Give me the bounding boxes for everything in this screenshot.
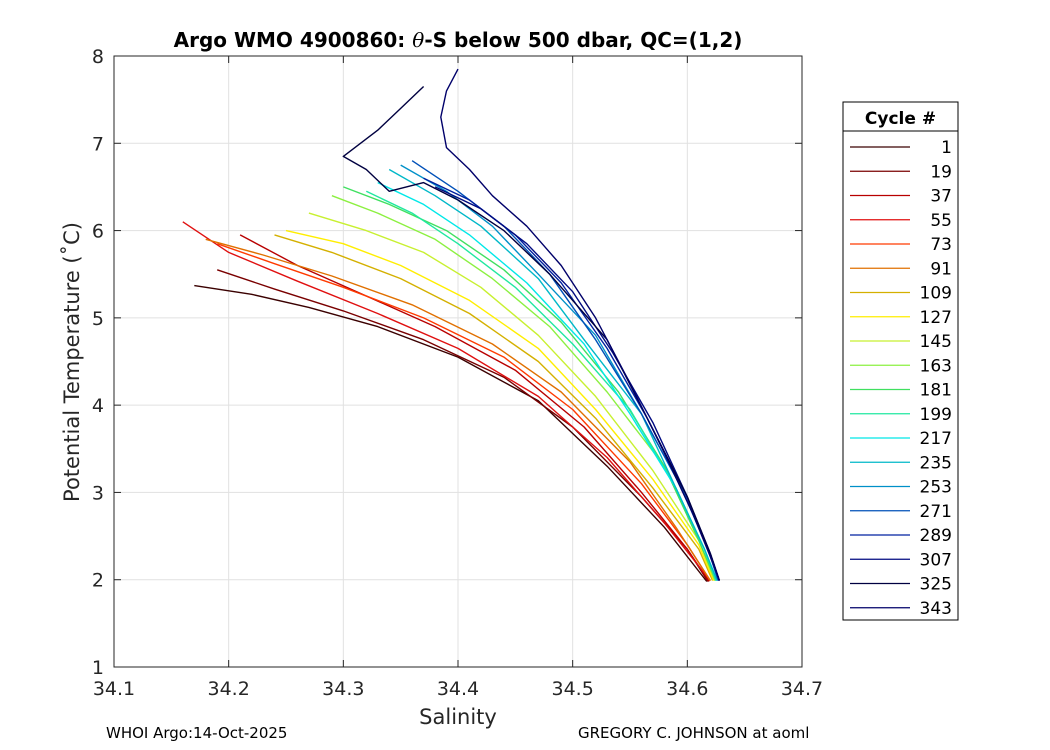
chart-title-prefix: Argo WMO 4900860: xyxy=(174,28,413,52)
legend-entry-label: 163 xyxy=(920,356,952,376)
legend-entry-label: 1 xyxy=(941,138,952,158)
footer-author: GREGORY C. JOHNSON at aoml xyxy=(578,724,810,742)
x-tick-label: 34.3 xyxy=(322,678,364,700)
legend-title: Cycle # xyxy=(865,109,936,129)
series-line-cycle-55 xyxy=(182,221,711,582)
legend-entry-label: 73 xyxy=(930,235,952,255)
x-tick-label: 34.5 xyxy=(552,678,594,700)
chart-title: Argo WMO 4900860: θ-S below 500 dbar, QC… xyxy=(174,28,743,52)
legend-entry-label: 289 xyxy=(920,526,952,546)
series-line-cycle-307 xyxy=(434,186,721,581)
y-tick-label: 5 xyxy=(92,308,104,330)
legend-entry-label: 181 xyxy=(920,381,952,401)
series-line-cycle-73 xyxy=(216,243,711,581)
y-tick-label: 1 xyxy=(92,657,104,679)
legend-entry-label: 307 xyxy=(920,550,952,570)
legend: Cycle # 1 19 37 55 73 91 109 127 145 163 181 199 217… xyxy=(842,101,959,621)
x-axis-label: Salinity xyxy=(419,705,497,729)
series-line-cycle-109 xyxy=(274,234,714,581)
grid xyxy=(113,55,803,668)
series-line-cycle-127 xyxy=(285,229,715,581)
legend-entries: 1 19 37 55 73 91 109 127 145 163 181 199 217 235 253 27… xyxy=(850,138,952,619)
legend-entry-label: 217 xyxy=(920,429,952,449)
series-line-cycle-235 xyxy=(388,168,718,581)
x-tick-label: 34.4 xyxy=(437,678,479,700)
series-line-cycle-37 xyxy=(239,234,710,582)
footer-credit: WHOI Argo:14-Oct-2025 xyxy=(106,724,288,742)
legend-entry-label: 19 xyxy=(930,162,952,182)
y-tick-label: 2 xyxy=(92,570,104,592)
x-tick-label: 34.7 xyxy=(781,678,823,700)
axis-ticks: 34.1 34.2 34.3 34.4 34.5 34.6 34.7 1 2 3 4 5 6 7 8 xyxy=(92,46,823,700)
chart-title-suffix: -S below 500 dbar, QC=(1,2) xyxy=(424,28,742,52)
series-line-cycle-325 xyxy=(342,85,721,581)
series-lines xyxy=(182,68,721,582)
legend-entry-label: 55 xyxy=(930,211,952,231)
x-tick-label: 34.2 xyxy=(208,678,250,700)
chart-title-theta: θ xyxy=(412,28,424,52)
legend-entry-label: 109 xyxy=(920,284,952,304)
series-line-cycle-19 xyxy=(216,269,709,582)
x-tick-label: 34.6 xyxy=(666,678,708,700)
series-line-cycle-253 xyxy=(400,164,719,581)
y-tick-label: 4 xyxy=(92,395,104,417)
series-line-cycle-343 xyxy=(440,68,721,581)
y-tick-label: 8 xyxy=(92,46,104,68)
x-tick-label: 34.1 xyxy=(93,678,135,700)
legend-entry-label: 91 xyxy=(930,259,952,279)
y-tick-label: 3 xyxy=(92,482,104,504)
y-tick-label: 7 xyxy=(92,133,104,155)
y-axis-label: Potential Temperature (˚C) xyxy=(60,222,84,502)
legend-entry-label: 199 xyxy=(920,405,952,425)
y-tick-label: 6 xyxy=(92,221,104,243)
series-line-cycle-289 xyxy=(423,177,721,581)
legend-entry-label: 37 xyxy=(930,187,952,207)
legend-entry-label: 127 xyxy=(920,308,952,328)
legend-entry-label: 325 xyxy=(920,575,952,595)
legend-entry-label: 271 xyxy=(920,502,952,522)
series-line-cycle-181 xyxy=(343,186,717,581)
series-line-cycle-91 xyxy=(205,238,711,581)
series-line-cycle-145 xyxy=(308,212,716,581)
legend-box xyxy=(842,101,959,621)
legend-entry-label: 145 xyxy=(920,332,952,352)
legend-entry-label: 235 xyxy=(920,453,952,473)
legend-entry-label: 253 xyxy=(920,478,952,498)
series-line-cycle-1 xyxy=(194,284,708,582)
legend-entry-label: 343 xyxy=(920,599,952,619)
